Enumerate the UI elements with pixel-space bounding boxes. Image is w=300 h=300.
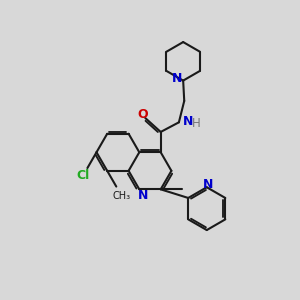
Text: N: N [171,72,182,85]
Text: CH₃: CH₃ [113,191,131,201]
Text: N: N [203,178,213,191]
Text: N: N [137,188,148,202]
Text: N: N [183,115,193,128]
Text: Cl: Cl [76,169,90,182]
Text: H: H [192,117,201,130]
Text: O: O [137,108,148,121]
